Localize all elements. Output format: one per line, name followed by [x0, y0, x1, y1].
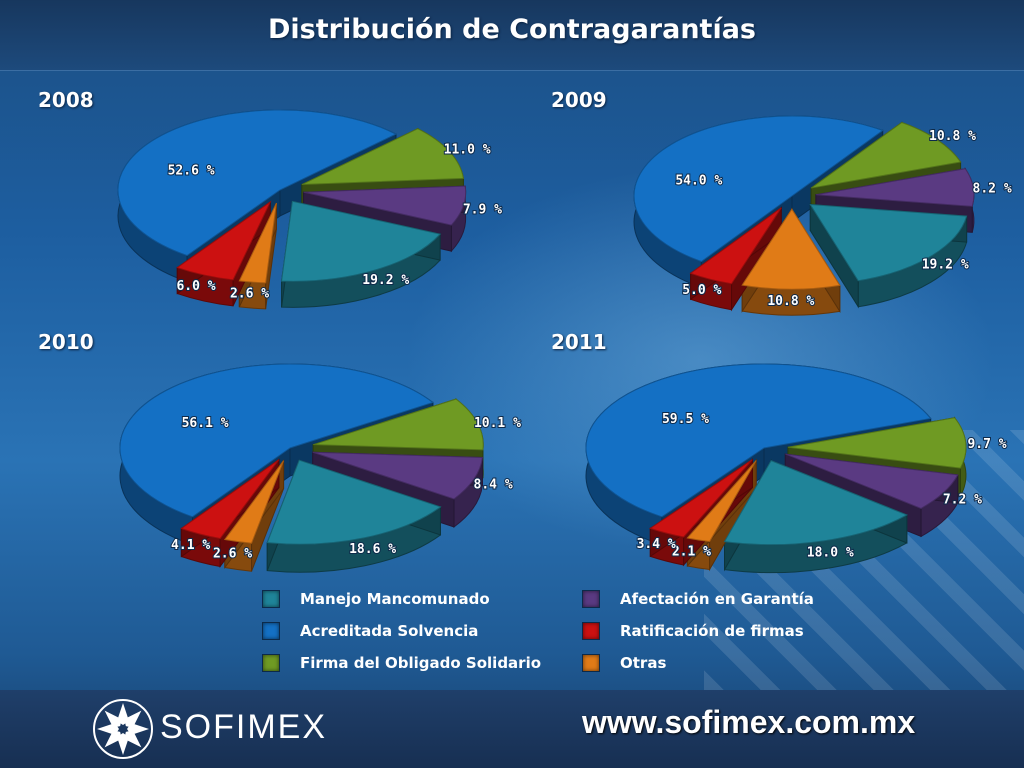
pie-slice-2010-2 — [312, 451, 483, 500]
legend-swatch — [262, 622, 280, 640]
pie-label-2008-2: 7.9 % — [463, 203, 502, 218]
pie-slice-2009-0 — [633, 115, 884, 263]
pie-slice-2008-4 — [238, 202, 277, 284]
pie-label-2009-4: 10.8 % — [767, 294, 814, 309]
pie-slice-2008-5 — [176, 200, 272, 281]
pie-label-2010-2: 8.4 % — [474, 477, 513, 492]
logo-text: SOFIMEX — [160, 708, 328, 746]
legend-swatch — [582, 590, 600, 608]
pie-slice-2011-0 — [585, 363, 932, 518]
pie-slice-2010-1 — [313, 398, 484, 451]
pie-label-2008-5: 6.0 % — [176, 279, 215, 294]
legend-swatch — [582, 622, 600, 640]
pie-slice-2010-0 — [119, 363, 434, 518]
pie-slice-2011-2 — [785, 453, 959, 509]
pie-slice-2010-3 — [266, 459, 442, 545]
legend-label: Manejo Mancomunado — [300, 590, 490, 608]
pie-label-2011-3: 18.0 % — [807, 545, 854, 560]
pie-slice-2011-5 — [649, 459, 753, 538]
sofimex-logo-icon — [93, 699, 153, 759]
pie-slice-2009-4 — [741, 208, 841, 290]
pie-slice-2011-4 — [686, 460, 757, 543]
pie-slice-2008-1 — [301, 128, 464, 186]
pie-label-2009-2: 8.2 % — [973, 181, 1012, 196]
pie-slice-2009-2 — [815, 168, 975, 207]
pie-label-2009-1: 10.8 % — [929, 129, 976, 144]
pie-label-2010-0: 56.1 % — [182, 416, 229, 431]
pie-label-2010-3: 18.6 % — [349, 542, 396, 557]
legend-label: Firma del Obligado Solidario — [300, 654, 542, 672]
pie-slice-2010-5 — [180, 459, 280, 540]
pie-slice-2009-1 — [810, 121, 962, 189]
legend-label: Otras — [620, 654, 667, 672]
legend-item-manejo: Manejo Mancomunado — [262, 590, 490, 608]
footer: SOFIMEX www.sofimex.com.mx — [0, 690, 1024, 768]
legend-swatch — [582, 654, 600, 672]
legend-swatch — [262, 590, 280, 608]
pie-label-2009-5: 5.0 % — [682, 283, 721, 298]
pie-slice-2011-1 — [787, 417, 967, 469]
page-title: Distribución de Contragarantías — [267, 14, 757, 45]
pie-slice-2011-3 — [723, 459, 909, 546]
legend-item-afectacion: Afectación en Garantía — [582, 590, 814, 608]
pie-label-2008-4: 2.6 % — [230, 287, 269, 302]
chart-title-2011: 2011 — [551, 330, 607, 354]
pie-2008: 52.6 % 11.0 % 7.9 % 19.2 % 2.6 % 6.0 % — [117, 109, 503, 310]
pie-slice-2009-5 — [689, 207, 782, 285]
pie-slice-2009-3 — [809, 203, 968, 282]
pie-charts: 52.6 % 11.0 % 7.9 % 19.2 % 2.6 % 6.0 % 54.0 % 1… — [117, 109, 1013, 574]
chart-title-2008: 2008 — [38, 88, 94, 112]
pie-2010: 56.1 % 10.1 % 8.4 % 18.6 % 2.6 %4.1 % — [119, 363, 522, 573]
website-link[interactable]: www.sofimex.com.mx — [582, 704, 916, 740]
pie-slice-2008-0 — [117, 109, 398, 257]
legend-item-acreditada: Acreditada Solvencia — [262, 622, 478, 640]
pie-label-2011-5: 3.4 % — [637, 537, 676, 552]
pie-label-2008-1: 11.0 % — [444, 143, 491, 158]
legend-label: Afectación en Garantía — [620, 590, 814, 608]
pie-label-2011-2: 7.2 % — [943, 492, 982, 507]
legend-label: Ratificación de firmas — [620, 622, 804, 640]
pie-slice-2008-3 — [280, 200, 442, 282]
chart-title-2010: 2010 — [38, 330, 94, 354]
pie-2011: 59.5 % 9.7 % 7.2 % 18.0 % 2.1 %3.4 % — [585, 363, 1008, 574]
pie-label-2008-3: 19.2 % — [362, 273, 409, 288]
pie-label-2010-5: 4.1 % — [171, 538, 210, 553]
pie-slice-2008-2 — [303, 185, 467, 226]
legend-item-otras: Otras — [582, 654, 666, 672]
title-bar: Distribución de Contragarantías — [0, 0, 1024, 71]
legend-item-firma: Firma del Obligado Solidario — [262, 654, 541, 672]
legend-item-ratificacion: Ratificación de firmas — [582, 622, 804, 640]
legend: Manejo Mancomunado Acreditada Solvencia … — [262, 590, 902, 686]
pie-2009: 54.0 % 10.8 % 8.2 % 19.2 % 10.8 % 5.0 % — [633, 115, 1013, 316]
pie-label-2009-3: 19.2 % — [922, 258, 969, 273]
pie-label-2011-4: 2.1 % — [672, 544, 711, 559]
legend-label: Acreditada Solvencia — [300, 622, 479, 640]
pie-label-2010-4: 2.6 % — [213, 546, 252, 561]
pie-label-2008-0: 52.6 % — [168, 163, 215, 178]
pie-slice-2010-4 — [223, 460, 285, 544]
pie-label-2011-0: 59.5 % — [662, 412, 709, 427]
pie-label-2011-1: 9.7 % — [967, 437, 1006, 452]
chart-title-2009: 2009 — [551, 88, 607, 112]
pie-label-2009-0: 54.0 % — [675, 174, 722, 189]
pie-label-2010-1: 10.1 % — [474, 416, 521, 431]
legend-swatch — [262, 654, 280, 672]
